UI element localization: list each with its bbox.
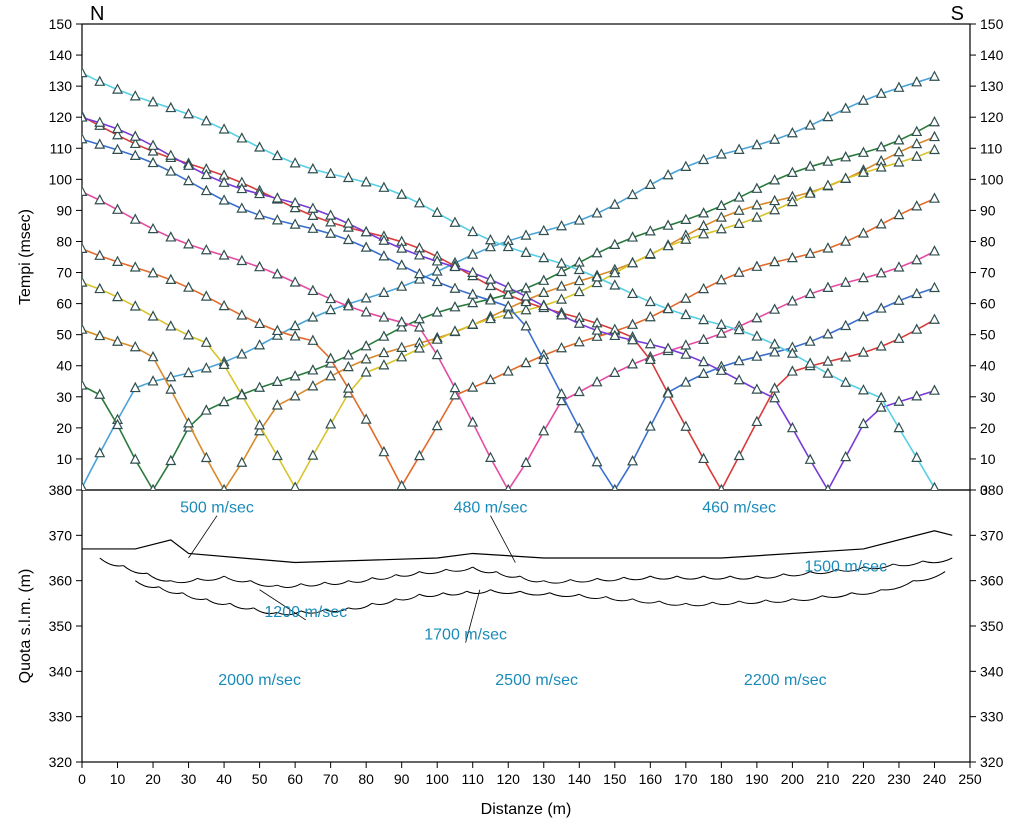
x-tick-label: 130 <box>532 771 556 787</box>
y1-tick-label: 100 <box>49 171 73 187</box>
y2-tick-label: 340 <box>49 663 73 679</box>
velocity-label: 480 m/sec <box>454 500 528 517</box>
series-shot-240 <box>82 73 934 488</box>
x-tick-label: 80 <box>358 771 374 787</box>
y1-tick-label: 10 <box>56 451 72 467</box>
velocity-label: 460 m/sec <box>702 500 776 517</box>
y2-tick-label-right: 350 <box>980 618 1004 634</box>
velocity-leader <box>189 516 217 558</box>
velocity-label: 1700 m/sec <box>424 627 507 644</box>
x-tick-label: 90 <box>394 771 410 787</box>
velocity-label: 1200 m/sec <box>264 604 347 621</box>
layer2-interface <box>135 572 945 615</box>
y2-tick-label: 370 <box>49 527 73 543</box>
x-tick-label: 240 <box>923 771 947 787</box>
y2-tick-label-right: 320 <box>980 754 1004 770</box>
series-shot-60 <box>82 150 934 488</box>
y2-axis-label: Quota s.l.m. (m) <box>17 569 34 684</box>
x-tick-label: 10 <box>110 771 126 787</box>
label-north: N <box>90 3 104 25</box>
y1-tick-label: 70 <box>56 265 72 281</box>
y1-tick-label-right: 50 <box>980 327 996 343</box>
bottom-plot-border <box>82 490 970 762</box>
y1-tick-label: 60 <box>56 296 72 312</box>
x-tick-label: 190 <box>745 771 769 787</box>
traveltime-series-group <box>78 68 939 493</box>
y1-tick-label: 150 <box>49 16 73 32</box>
y1-tick-label-right: 80 <box>980 233 996 249</box>
y1-tick-label: 140 <box>49 47 73 63</box>
x-tick-label: 200 <box>781 771 805 787</box>
y1-tick-label-right: 70 <box>980 265 996 281</box>
x-tick-label: 40 <box>216 771 232 787</box>
y2-tick-label: 360 <box>49 573 73 589</box>
y1-tick-label: 110 <box>50 140 73 156</box>
velocity-label: 2000 m/sec <box>218 672 301 689</box>
y2-tick-label-right: 340 <box>980 663 1004 679</box>
x-tick-label: 110 <box>462 771 485 787</box>
velocity-section-group <box>82 516 952 643</box>
velocity-label: 2500 m/sec <box>495 672 578 689</box>
y2-tick-label-right: 360 <box>980 573 1004 589</box>
y1-tick-label: 130 <box>49 78 73 94</box>
chart-stage: NS00101020203030404050506060707080809090… <box>0 0 1024 834</box>
y2-tick-label-right: 330 <box>980 709 1004 725</box>
x-tick-label: 180 <box>710 771 734 787</box>
y1-tick-label-right: 60 <box>980 296 996 312</box>
x-tick-label: 160 <box>639 771 663 787</box>
x-tick-label: 70 <box>323 771 339 787</box>
x-tick-label: 60 <box>287 771 303 787</box>
x-tick-label: 230 <box>887 771 911 787</box>
y1-tick-label: 50 <box>56 327 72 343</box>
y2-tick-label: 380 <box>49 482 73 498</box>
label-south: S <box>951 3 964 25</box>
y1-tick-label: 90 <box>56 202 72 218</box>
x-tick-label: 210 <box>816 771 840 787</box>
y1-tick-label-right: 20 <box>980 420 996 436</box>
x-tick-label: 20 <box>145 771 161 787</box>
y1-tick-label-right: 40 <box>980 358 996 374</box>
velocity-label: 2200 m/sec <box>744 672 827 689</box>
x-tick-label: 220 <box>852 771 876 787</box>
y1-tick-label-right: 150 <box>980 16 1004 32</box>
y1-tick-label-right: 130 <box>980 78 1004 94</box>
x-tick-label: 250 <box>958 771 982 787</box>
x-tick-label: 30 <box>181 771 197 787</box>
y1-tick-label-right: 100 <box>980 171 1004 187</box>
x-tick-label: 150 <box>603 771 627 787</box>
x-tick-label: 100 <box>426 771 450 787</box>
x-tick-label: 50 <box>252 771 268 787</box>
y1-tick-label-right: 30 <box>980 389 996 405</box>
y1-tick-label: 30 <box>56 389 72 405</box>
markers-shot-240 <box>78 68 939 491</box>
x-tick-label: 0 <box>78 771 86 787</box>
top-plot-border <box>82 24 970 490</box>
y1-tick-label-right: 120 <box>980 109 1004 125</box>
x-axis-label: Distanze (m) <box>481 801 572 818</box>
y1-tick-label-right: 140 <box>980 47 1004 63</box>
y2-tick-label: 350 <box>49 618 73 634</box>
y1-tick-label: 80 <box>56 233 72 249</box>
y1-tick-label: 120 <box>49 109 73 125</box>
x-tick-label: 170 <box>674 771 698 787</box>
y1-tick-label-right: 90 <box>980 202 996 218</box>
y1-tick-label-right: 110 <box>980 140 1003 156</box>
y2-tick-label: 330 <box>49 709 73 725</box>
x-tick-label: 140 <box>568 771 592 787</box>
y1-tick-label-right: 10 <box>980 451 996 467</box>
x-tick-label: 120 <box>497 771 521 787</box>
chart-svg: NS00101020203030404050506060707080809090… <box>0 0 1024 834</box>
y1-tick-label: 20 <box>56 420 72 436</box>
y1-axis-label: Tempi (msec) <box>17 209 34 305</box>
markers-shot-60 <box>78 145 939 491</box>
y2-tick-label-right: 370 <box>980 527 1004 543</box>
y2-tick-label: 320 <box>49 754 73 770</box>
velocity-label: 1500 m/sec <box>804 559 887 576</box>
velocity-label: 500 m/sec <box>180 500 254 517</box>
y2-tick-label-right: 380 <box>980 482 1004 498</box>
y1-tick-label: 40 <box>56 358 72 374</box>
